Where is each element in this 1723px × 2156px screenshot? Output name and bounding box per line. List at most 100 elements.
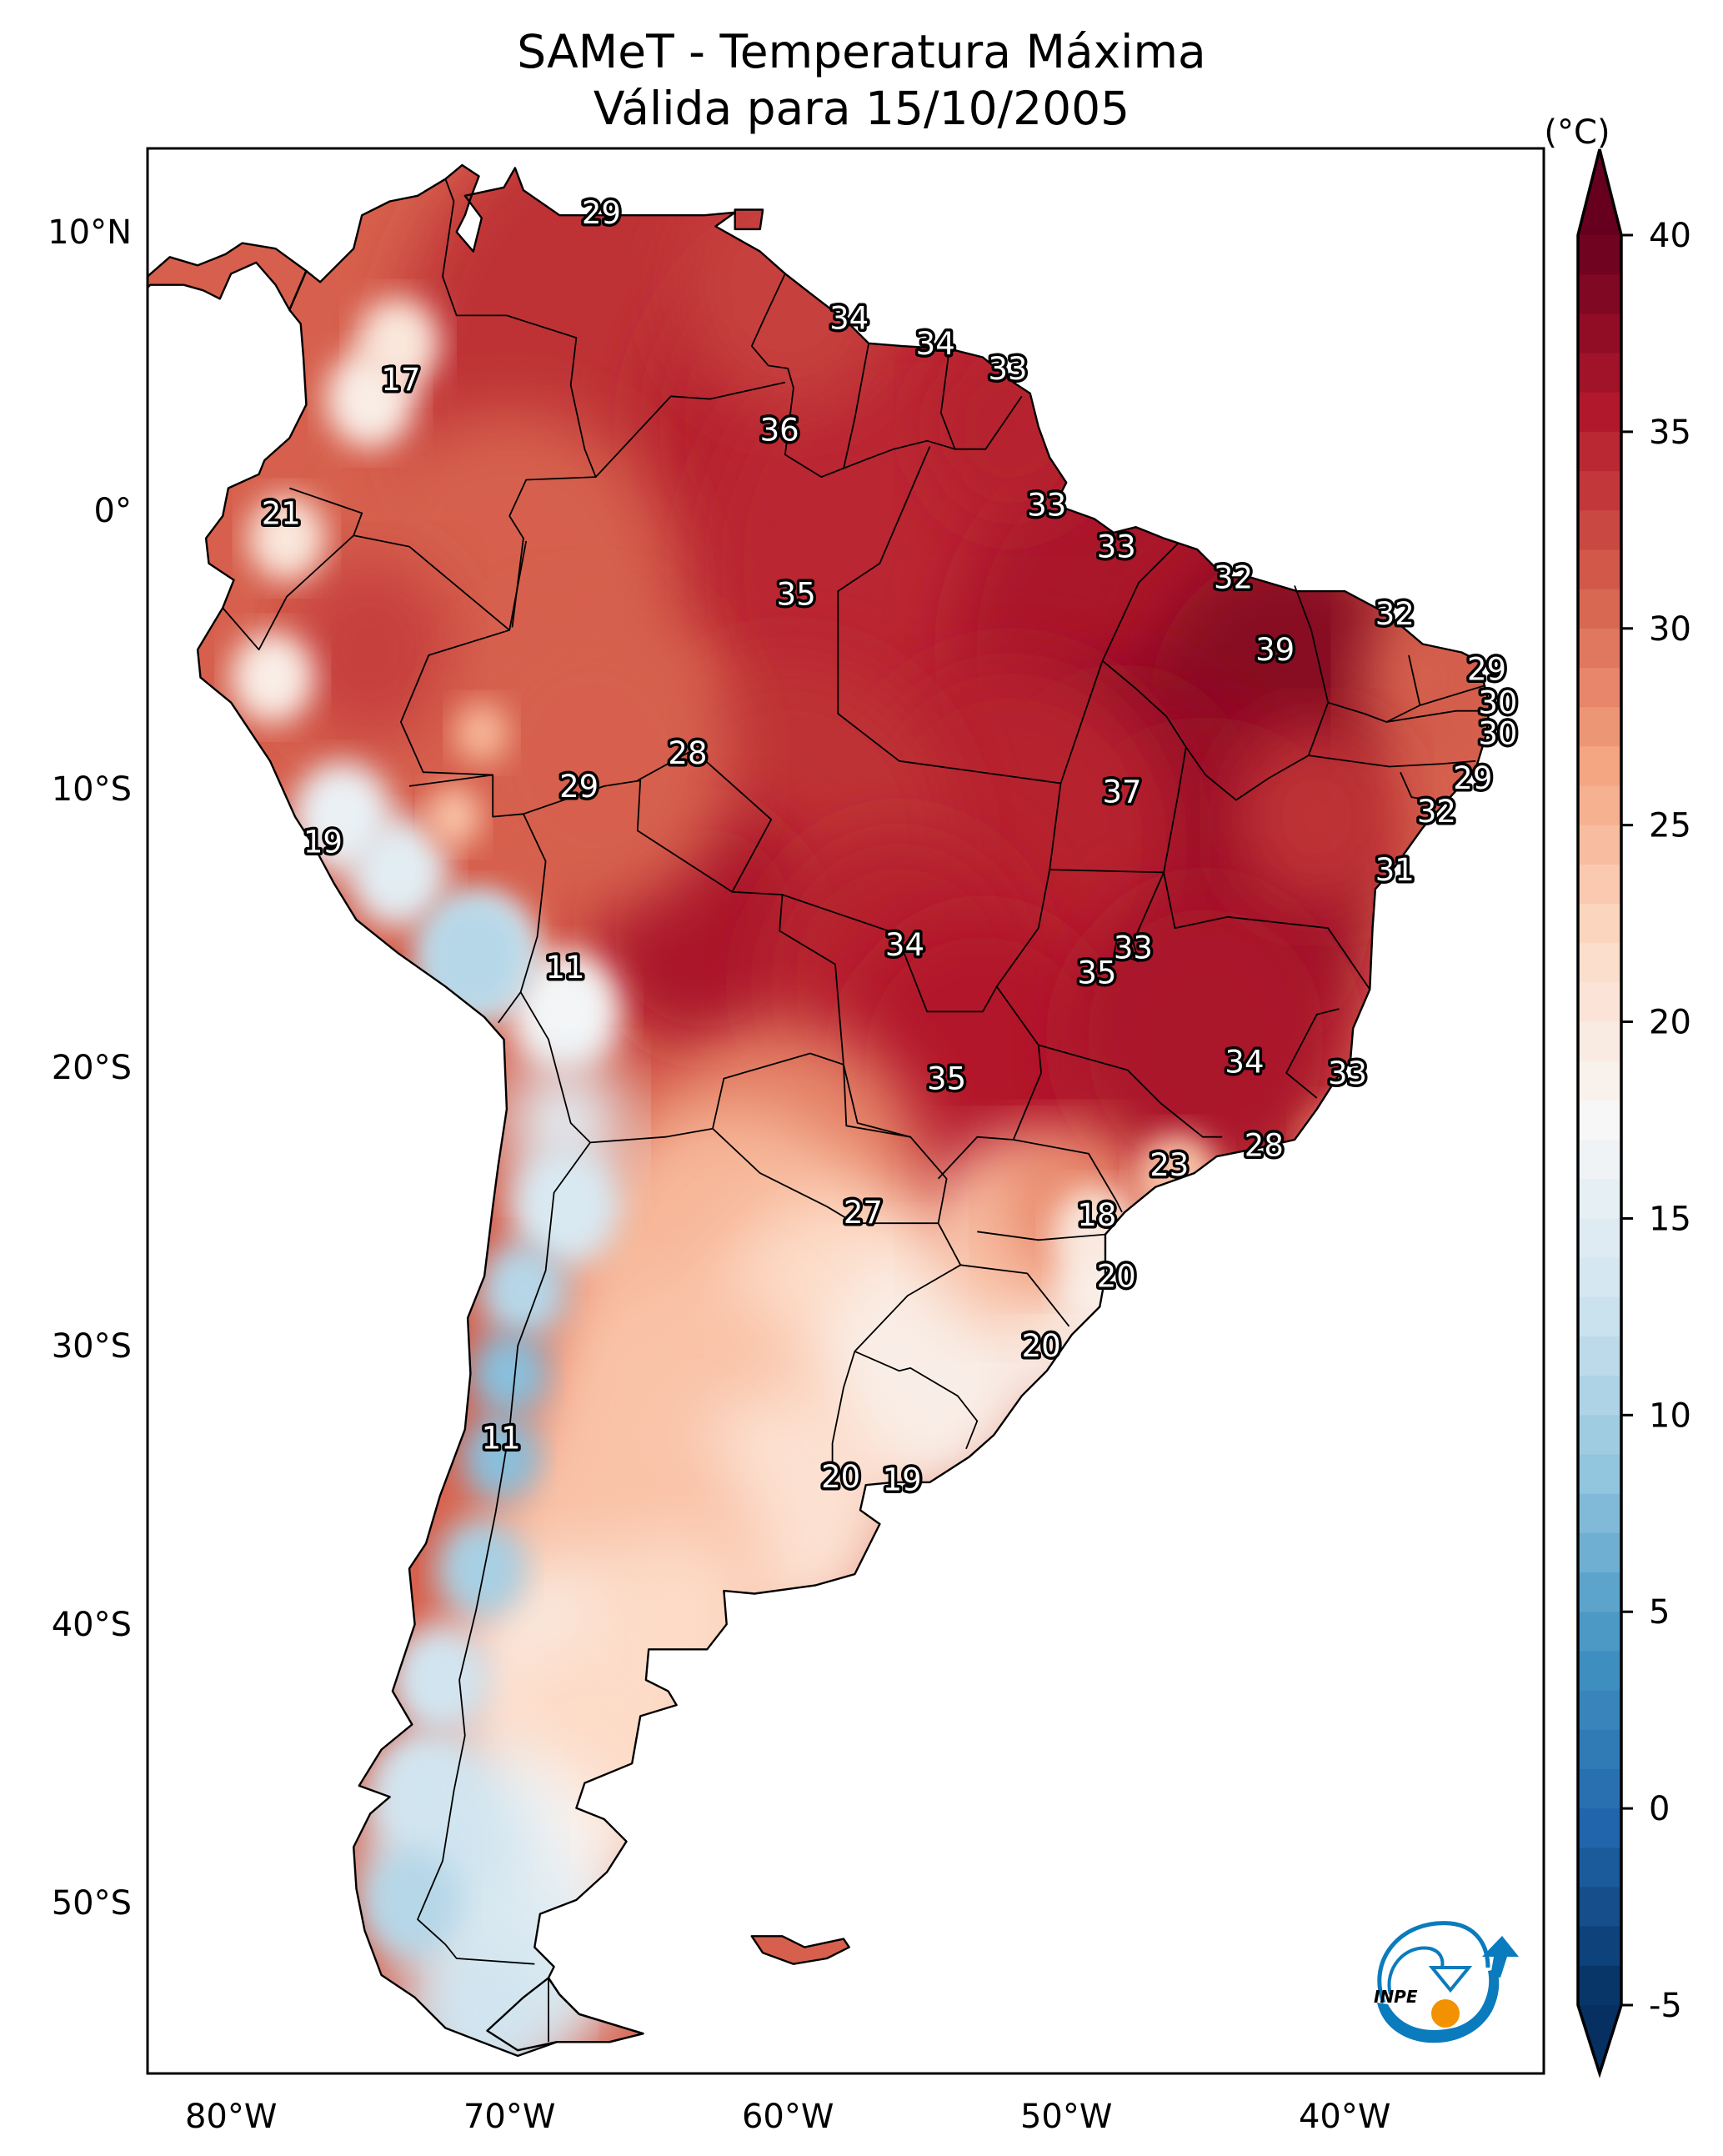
temperature-field [148, 165, 1490, 2056]
station-value-label: 34 [1225, 1045, 1264, 1081]
temperature-patch [470, 1331, 548, 1417]
station-value-label: 21 [262, 496, 301, 532]
border-line [977, 1231, 1106, 1241]
colorbar-level [1578, 982, 1621, 1023]
station-value-label: 32 [1417, 794, 1456, 830]
x-axis-ticks: 80°W 70°W 60°W 50°W 40°W [185, 2098, 1390, 2136]
x-tick-label: 80°W [185, 2098, 277, 2136]
y-tick-label: 30°S [52, 1327, 132, 1366]
station-value-label: 33 [1328, 1055, 1367, 1091]
temperature-patch [370, 1730, 482, 1853]
colorbar-level [1578, 1493, 1621, 1534]
station-value-label: 29 [1453, 760, 1492, 796]
colorbar-tick-label: 0 [1649, 1790, 1670, 1828]
colorbar-level [1578, 1140, 1621, 1180]
colorbar-level [1578, 904, 1621, 944]
station-value-label: 29 [582, 195, 621, 231]
station-value-label: 35 [777, 576, 816, 612]
colorbar-extend-min [1578, 2005, 1621, 2073]
station-value-label: 23 [1150, 1147, 1189, 1183]
station-value-label: 20 [821, 1459, 860, 1495]
colorbar-level [1578, 1572, 1621, 1612]
station-value-label: 33 [989, 351, 1028, 387]
border-line [837, 446, 931, 762]
border-line [782, 894, 998, 1013]
border-line [1420, 684, 1485, 706]
colorbar-gradient [1578, 149, 1621, 2073]
colorbar-tick-label: 25 [1649, 807, 1691, 845]
temperature-patch [398, 1922, 565, 2056]
border-line [750, 273, 1023, 478]
political-borders [222, 178, 1490, 2043]
station-value-label: 28 [1245, 1128, 1284, 1164]
station-value-label: 39 [1255, 632, 1295, 668]
colorbar-level [1578, 510, 1621, 551]
border-line [960, 1264, 1070, 1327]
temperature-patch [248, 495, 326, 582]
border-line [417, 1141, 591, 1965]
colorbar-level [1578, 667, 1621, 708]
border-line [940, 348, 956, 450]
border-line [595, 381, 786, 478]
station-value-label: 11 [482, 1420, 521, 1456]
colorbar-level [1578, 1532, 1621, 1573]
y-tick-label: 20°S [52, 1049, 132, 1087]
border-line [442, 178, 597, 628]
map-frame [146, 147, 1545, 2075]
colorbar-level [1578, 471, 1621, 511]
station-value-label: 34 [916, 326, 955, 362]
coastline [750, 1935, 850, 1965]
border-line [1038, 1044, 1223, 1138]
border-line [637, 749, 773, 893]
station-value-label: 27 [844, 1195, 883, 1231]
colorbar-level [1578, 1257, 1621, 1298]
map-area [148, 163, 1491, 2058]
colorbar-level [1578, 1612, 1621, 1652]
station-value-label: 35 [1077, 955, 1116, 991]
temperature-patch [437, 1519, 527, 1618]
colorbar-ticks: 40 35 30 25 20 15 10 5 0 -5 [1621, 217, 1691, 2025]
temperature-patch [509, 1145, 621, 1268]
y-tick-label: 50°S [52, 1884, 132, 1923]
colorbar-level [1578, 628, 1621, 669]
colorbar-level [1578, 1965, 1621, 2006]
colorbar-level [1578, 1454, 1621, 1495]
logo-text: INPE [1374, 1987, 1418, 2007]
border-line [843, 343, 869, 469]
logo-orange-dot [1431, 1999, 1460, 2028]
station-value-label: 29 [1467, 652, 1506, 688]
title-line-1: SAMeT - Temperatura Máxima [517, 25, 1206, 78]
colorbar-level [1578, 1218, 1621, 1259]
y-tick-label: 0° [94, 492, 132, 530]
station-value-label: 30 [1478, 685, 1517, 721]
coastline [734, 208, 764, 231]
colorbar-level [1578, 1060, 1621, 1101]
colorbar-level [1578, 707, 1621, 747]
station-value-label: 33 [1114, 930, 1153, 966]
station-value-label: 34 [885, 927, 924, 963]
station-value-label: 20 [1022, 1328, 1061, 1364]
temperature-patch [1303, 1105, 1387, 1197]
temperature-patch [356, 297, 440, 389]
station-value-label: 29 [559, 769, 599, 805]
colorbar-tick-label: 40 [1649, 217, 1691, 255]
station-value-label: 28 [668, 735, 707, 771]
temperature-patch [453, 702, 510, 765]
colorbar-level [1578, 1651, 1621, 1692]
border-line [1185, 585, 1330, 801]
colorbar-level [1578, 1848, 1621, 1888]
border-line [937, 869, 1051, 1180]
coastlines [148, 163, 1491, 2058]
colorbar-level [1578, 431, 1621, 472]
temperature-patch [593, 1532, 760, 1717]
temperature-patch [426, 785, 482, 848]
logo-swirl-inner [1387, 1946, 1445, 1995]
station-value-label: 32 [1375, 596, 1415, 632]
colorbar-level [1578, 1729, 1621, 1770]
colorbar-level [1578, 549, 1621, 590]
temperature-patch [362, 1848, 463, 1958]
logo-arc [1377, 1969, 1500, 2043]
x-tick-label: 60°W [742, 2098, 834, 2136]
